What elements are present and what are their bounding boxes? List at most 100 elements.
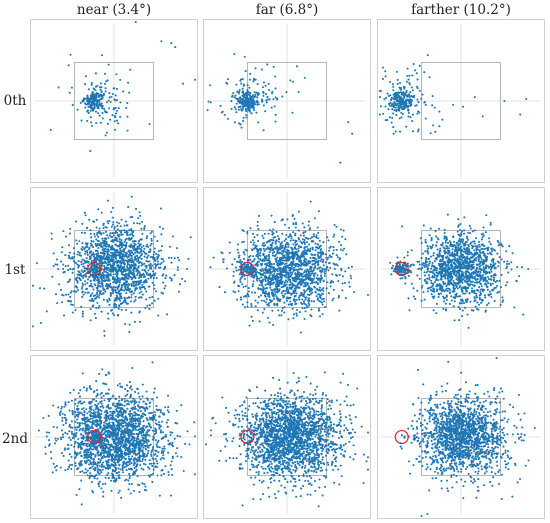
- data-point: [405, 125, 408, 128]
- data-point: [117, 264, 120, 267]
- data-point: [305, 258, 308, 261]
- data-point: [304, 253, 307, 256]
- data-point: [264, 290, 267, 293]
- data-point: [280, 270, 283, 273]
- data-point: [138, 211, 141, 214]
- data-point: [233, 96, 236, 99]
- data-point: [122, 283, 125, 286]
- data-point: [258, 272, 261, 275]
- data-point: [116, 291, 119, 294]
- data-point: [295, 312, 298, 315]
- data-point: [106, 300, 109, 303]
- data-point: [280, 314, 283, 317]
- data-point: [273, 272, 276, 275]
- data-point: [107, 99, 110, 102]
- data-point: [490, 275, 493, 278]
- data-point: [118, 238, 121, 241]
- data-point: [262, 269, 265, 272]
- data-point: [249, 97, 252, 100]
- data-point: [157, 297, 160, 300]
- data-point: [110, 246, 113, 249]
- data-point: [250, 112, 253, 115]
- data-point: [299, 259, 302, 262]
- data-point: [447, 257, 450, 260]
- data-point: [407, 112, 410, 115]
- data-point: [131, 251, 134, 254]
- data-point: [72, 267, 75, 270]
- data-point: [259, 287, 262, 290]
- data-point: [76, 280, 79, 283]
- data-point: [95, 275, 98, 278]
- data-point: [243, 263, 246, 266]
- data-point: [281, 268, 284, 271]
- data-point: [161, 245, 164, 248]
- data-point: [274, 113, 277, 116]
- data-point: [129, 275, 132, 279]
- data-point: [125, 283, 128, 286]
- data-point: [124, 323, 127, 326]
- data-point: [269, 229, 272, 232]
- data-point: [119, 247, 122, 250]
- data-point: [319, 281, 322, 284]
- data-point: [293, 247, 296, 250]
- data-point: [254, 271, 257, 274]
- data-point: [107, 279, 110, 282]
- data-point: [96, 257, 99, 260]
- data-point: [407, 108, 410, 111]
- data-point: [394, 106, 397, 109]
- data-point: [124, 245, 127, 248]
- data-point: [98, 284, 102, 287]
- data-point: [244, 295, 247, 298]
- data-point: [105, 240, 108, 243]
- data-point: [88, 276, 91, 279]
- data-point: [478, 240, 481, 243]
- data-point: [268, 248, 271, 251]
- data-point: [235, 102, 238, 105]
- data-point: [71, 103, 74, 106]
- data-point: [158, 225, 161, 229]
- data-point: [447, 287, 450, 290]
- data-point: [283, 311, 286, 314]
- data-point: [424, 103, 427, 106]
- data-point: [288, 257, 291, 260]
- data-point: [291, 307, 294, 310]
- data-point: [386, 119, 389, 122]
- data-point: [70, 86, 73, 89]
- data-point: [128, 330, 131, 333]
- data-point: [467, 238, 470, 241]
- data-point: [326, 265, 329, 269]
- data-point: [169, 276, 172, 279]
- data-point: [292, 239, 295, 242]
- data-point: [82, 293, 85, 296]
- data-point: [132, 292, 135, 295]
- data-point: [102, 92, 106, 95]
- data-point: [498, 290, 501, 293]
- data-point: [323, 272, 326, 275]
- data-point: [466, 237, 469, 240]
- data-point: [103, 260, 107, 263]
- data-point: [317, 277, 320, 280]
- data-point: [446, 241, 449, 244]
- data-point: [262, 237, 265, 240]
- data-point: [400, 97, 403, 100]
- data-point: [264, 263, 267, 266]
- reference-square: [73, 61, 155, 141]
- data-point: [241, 100, 244, 103]
- data-point: [269, 270, 272, 273]
- data-point: [250, 315, 253, 318]
- data-point: [320, 301, 324, 304]
- data-point: [91, 108, 94, 111]
- data-point: [274, 270, 277, 273]
- data-point: [80, 269, 83, 272]
- data-point: [262, 273, 265, 276]
- data-point: [87, 261, 90, 264]
- data-point: [270, 266, 273, 269]
- data-point: [167, 256, 170, 259]
- data-point: [103, 239, 106, 242]
- data-point: [115, 240, 119, 243]
- scatter-plot: [381, 191, 541, 347]
- target-circle: [240, 261, 255, 277]
- data-point: [57, 86, 60, 89]
- data-point: [271, 251, 274, 255]
- data-point: [115, 279, 118, 282]
